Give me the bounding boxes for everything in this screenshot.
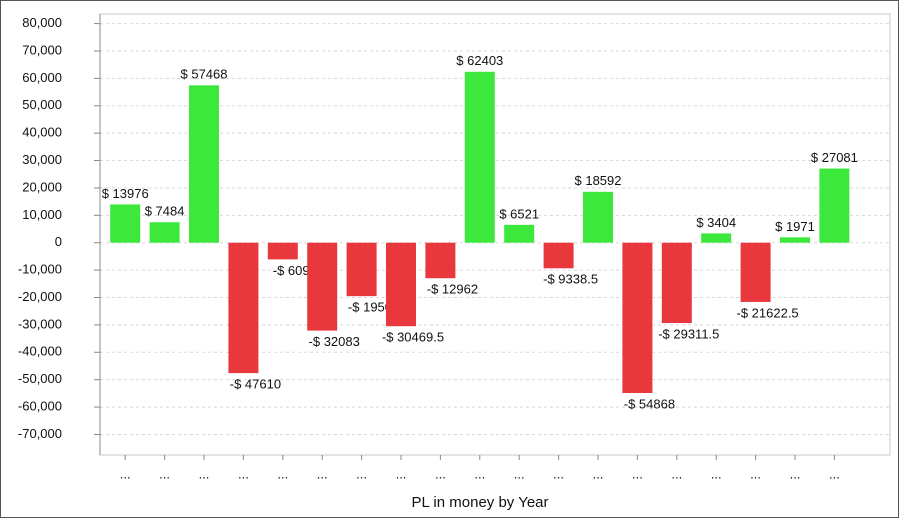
bar bbox=[661, 242, 692, 324]
value-label: $ 6521 bbox=[499, 206, 539, 221]
value-label: $ 57468 bbox=[181, 67, 228, 82]
x-tick-label: ... bbox=[553, 466, 564, 481]
y-tick-label: -40,000 bbox=[18, 344, 62, 359]
bar bbox=[740, 242, 771, 302]
x-tick-label: ... bbox=[120, 466, 131, 481]
bar bbox=[543, 242, 574, 269]
value-label: -$ 54868 bbox=[624, 396, 675, 411]
y-tick-label: -10,000 bbox=[18, 262, 62, 277]
y-tick-label: 40,000 bbox=[22, 125, 62, 140]
y-tick-label: -30,000 bbox=[18, 316, 62, 331]
value-label: $ 1971 bbox=[775, 219, 815, 234]
x-tick-label: ... bbox=[317, 466, 328, 481]
x-tick-label: ... bbox=[671, 466, 682, 481]
value-label: $ 18592 bbox=[575, 173, 622, 188]
y-tick-label: 70,000 bbox=[22, 42, 62, 57]
x-tick-label: ... bbox=[159, 466, 170, 481]
bar bbox=[819, 168, 850, 243]
value-label: -$ 21622.5 bbox=[737, 305, 799, 320]
y-tick-label: 30,000 bbox=[22, 152, 62, 167]
y-tick-label: -70,000 bbox=[18, 426, 62, 441]
bar bbox=[228, 242, 259, 374]
y-tick-label: 20,000 bbox=[22, 179, 62, 194]
bar bbox=[386, 242, 416, 327]
bar bbox=[110, 204, 141, 243]
y-tick-label: 80,000 bbox=[22, 15, 62, 30]
value-label: -$ 47610 bbox=[230, 377, 281, 392]
y-tick-label: -50,000 bbox=[18, 371, 62, 386]
value-label: -$ 29311.5 bbox=[658, 326, 719, 341]
bar bbox=[149, 222, 180, 243]
value-label: $ 13976 bbox=[102, 186, 149, 201]
x-tick-label: ... bbox=[396, 466, 407, 481]
value-label: -$ 30469.5 bbox=[382, 330, 444, 345]
y-tick-label: 0 bbox=[55, 234, 62, 249]
x-tick-label: ... bbox=[829, 466, 840, 481]
bar bbox=[622, 242, 653, 394]
bar bbox=[189, 85, 219, 243]
bar bbox=[425, 242, 456, 279]
value-label: -$ 12962 bbox=[427, 282, 478, 297]
value-label: -$ 6092 bbox=[273, 263, 317, 278]
plot-area bbox=[99, 13, 891, 456]
x-tick-label: ... bbox=[435, 466, 446, 481]
bar bbox=[346, 242, 377, 297]
value-label: -$ 9338.5 bbox=[543, 272, 598, 287]
y-tick-label: -20,000 bbox=[18, 289, 62, 304]
x-tick-label: ... bbox=[199, 466, 210, 481]
bar bbox=[267, 242, 298, 260]
value-label: $ 62403 bbox=[456, 53, 503, 68]
value-label: -$ 32083 bbox=[309, 334, 360, 349]
value-label: $ 7484 bbox=[145, 204, 185, 219]
bar bbox=[464, 71, 495, 243]
x-tick-label: ... bbox=[593, 466, 604, 481]
x-tick-label: ... bbox=[356, 466, 367, 481]
x-tick-label: ... bbox=[750, 466, 761, 481]
x-tick-label: ... bbox=[632, 466, 643, 481]
x-axis-title: PL in money by Year bbox=[411, 494, 548, 511]
x-tick-label: ... bbox=[514, 466, 525, 481]
y-tick-label: 50,000 bbox=[22, 97, 62, 112]
bar bbox=[583, 191, 613, 243]
value-label: $ 3404 bbox=[696, 215, 736, 230]
x-tick-label: ... bbox=[790, 466, 801, 481]
x-tick-label: ... bbox=[711, 466, 722, 481]
x-tick-label: ... bbox=[277, 466, 288, 481]
x-tick-label: ... bbox=[474, 466, 485, 481]
bar bbox=[504, 224, 535, 243]
bar bbox=[307, 242, 338, 331]
y-tick-label: -60,000 bbox=[18, 399, 62, 414]
y-tick-label: 60,000 bbox=[22, 70, 62, 85]
x-tick-label: ... bbox=[238, 466, 249, 481]
bar bbox=[780, 237, 810, 243]
y-tick-label: 10,000 bbox=[22, 207, 62, 222]
bar bbox=[701, 233, 732, 243]
value-label: $ 27081 bbox=[811, 150, 858, 165]
